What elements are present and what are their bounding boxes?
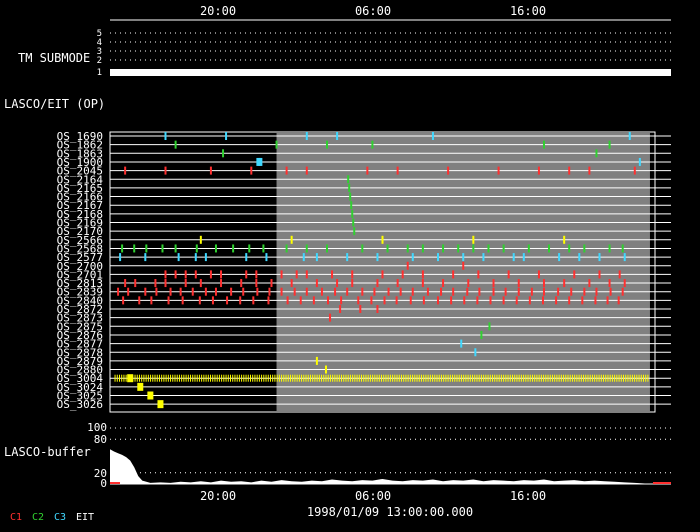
tm-level-3: 3 — [97, 47, 102, 57]
os-row-label: OS_3025 — [57, 390, 103, 403]
tm-submode-panel: TM SUBMODE 5 4 3 2 1 — [18, 29, 671, 78]
tm-level-1: 1 — [97, 68, 102, 78]
tm-submode-bar — [110, 69, 671, 76]
os-row-labels: OS_1690OS_1862OS_1863OS_1900OS_2045OS_21… — [57, 130, 104, 411]
os-row-label: OS_1900 — [57, 156, 103, 169]
os-row-label: OS_2875 — [57, 320, 103, 333]
os-row-label: OS_2170 — [57, 225, 103, 238]
os-row-label: OS_1863 — [57, 147, 103, 160]
lasco-eit-label: LASCO/EIT (OP) — [4, 97, 105, 111]
os-event-marks — [114, 132, 649, 409]
os-row-label: OS_3026 — [57, 398, 103, 411]
tm-level-2: 2 — [97, 56, 102, 66]
top-tick-label-2: 06:00 — [355, 4, 391, 18]
buffer-panel: LASCO-buffer 100 80 20 0 — [4, 421, 671, 490]
event-block — [256, 157, 263, 166]
os-row-label: OS_2872 — [57, 303, 103, 316]
os-row-label: OS_2167 — [57, 199, 103, 212]
legend-item: C1 — [10, 512, 22, 523]
os-row-label: OS_2878 — [57, 346, 103, 359]
os-row-label: OS_2168 — [57, 208, 103, 221]
os-row-label: OS_2877 — [57, 338, 103, 351]
os-row-label: OS_2876 — [57, 329, 103, 342]
top-tick-label-1: 20:00 — [200, 4, 236, 18]
buffer-grid — [110, 427, 671, 474]
buffer-tick-0: 0 — [100, 477, 107, 490]
tm-level-5: 5 — [97, 29, 102, 39]
os-row-label: OS_2700 — [57, 260, 103, 273]
legend-item: C3 — [54, 512, 66, 523]
buffer-tick-20: 20 — [94, 467, 107, 480]
os-row-label: OS_2577 — [57, 251, 103, 264]
os-row-label: OS_2879 — [57, 355, 103, 368]
buffer-tick-100: 100 — [87, 421, 107, 434]
os-row-label: OS_2568 — [57, 242, 103, 255]
os-row-label: OS_1862 — [57, 139, 103, 152]
os-row-label: OS_2840 — [57, 294, 103, 307]
top-time-axis: 20:00 06:00 16:00 — [110, 4, 671, 21]
os-row-label: OS_2166 — [57, 191, 103, 204]
event-block — [157, 400, 164, 409]
ground-contact-shade — [276, 132, 650, 412]
legend-item: EIT — [76, 512, 94, 523]
os-row-label: OS_2566 — [57, 234, 103, 247]
os-row-label: OS_1690 — [57, 130, 103, 143]
bottom-time-axis: 20:00 06:00 16:00 1998/01/09 13:00:00.00… — [200, 489, 546, 519]
event-block — [137, 382, 144, 391]
legend-item: C2 — [32, 512, 44, 523]
os-row-label: OS_2839 — [57, 286, 103, 299]
os-panel: OS_1690OS_1862OS_1863OS_1900OS_2045OS_21… — [57, 130, 671, 413]
os-row-label: OS_2169 — [57, 217, 103, 230]
date-label: 1998/01/09 13:00:00.000 — [307, 505, 473, 519]
buffer-label: LASCO-buffer — [4, 445, 91, 459]
os-row-label: OS_2873 — [57, 312, 103, 325]
tm-submode-label: TM SUBMODE — [18, 51, 90, 65]
os-row-label: OS_3024 — [57, 381, 104, 394]
os-row-label: OS_2813 — [57, 277, 103, 290]
bottom-tick-label-2: 06:00 — [355, 489, 391, 503]
event-block — [127, 374, 134, 383]
os-row-label: OS_3004 — [57, 372, 104, 385]
buffer-tick-80: 80 — [94, 433, 107, 446]
os-row-label: OS_2880 — [57, 364, 103, 377]
os-row-label: OS_2164 — [57, 173, 104, 186]
os-row-label: OS_2165 — [57, 182, 103, 195]
bottom-tick-label-1: 20:00 — [200, 489, 236, 503]
legend: C1 C2 C3 EIT — [10, 512, 94, 523]
os-row-label: OS_2701 — [57, 268, 103, 281]
os-row-lines — [110, 135, 671, 405]
tm-level-4: 4 — [97, 38, 102, 48]
bottom-tick-label-3: 16:00 — [510, 489, 546, 503]
top-tick-label-3: 16:00 — [510, 4, 546, 18]
event-block — [147, 391, 154, 400]
os-row-label: OS_2045 — [57, 165, 103, 178]
tm-submode-grid — [110, 32, 671, 61]
